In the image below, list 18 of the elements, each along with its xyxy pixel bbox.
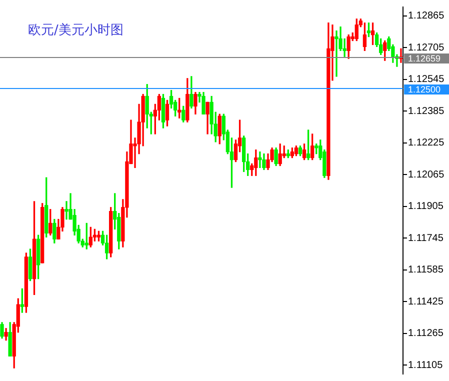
y-tick-label: 1.11905 [408, 201, 444, 212]
y-tick-label: 1.11105 [408, 360, 444, 371]
y-tick-label: 1.11585 [408, 264, 444, 276]
candlestick [258, 151, 262, 168]
candlestick [64, 201, 68, 220]
y-tick-label: 1.12705 [408, 42, 445, 54]
y-tick-label: 1.12225 [408, 138, 445, 149]
y-tick-label: 1.12065 [408, 169, 445, 180]
ref-line-label: 1.12500 [408, 84, 441, 94]
y-tick-label: 1.11425 [408, 296, 444, 308]
candlestick [334, 30, 338, 77]
y-tick-label: 1.12545 [408, 74, 445, 86]
ref-line-label: 1.12659 [408, 53, 441, 64]
text: 欧元/美元小时图 [28, 22, 124, 39]
y-tick-label: 1.12865 [408, 10, 445, 22]
y-tick-label: 1.12385 [408, 106, 445, 117]
y-tick-label: 1.11745 [408, 232, 444, 244]
y-tick-label: 1.11265 [408, 328, 444, 340]
